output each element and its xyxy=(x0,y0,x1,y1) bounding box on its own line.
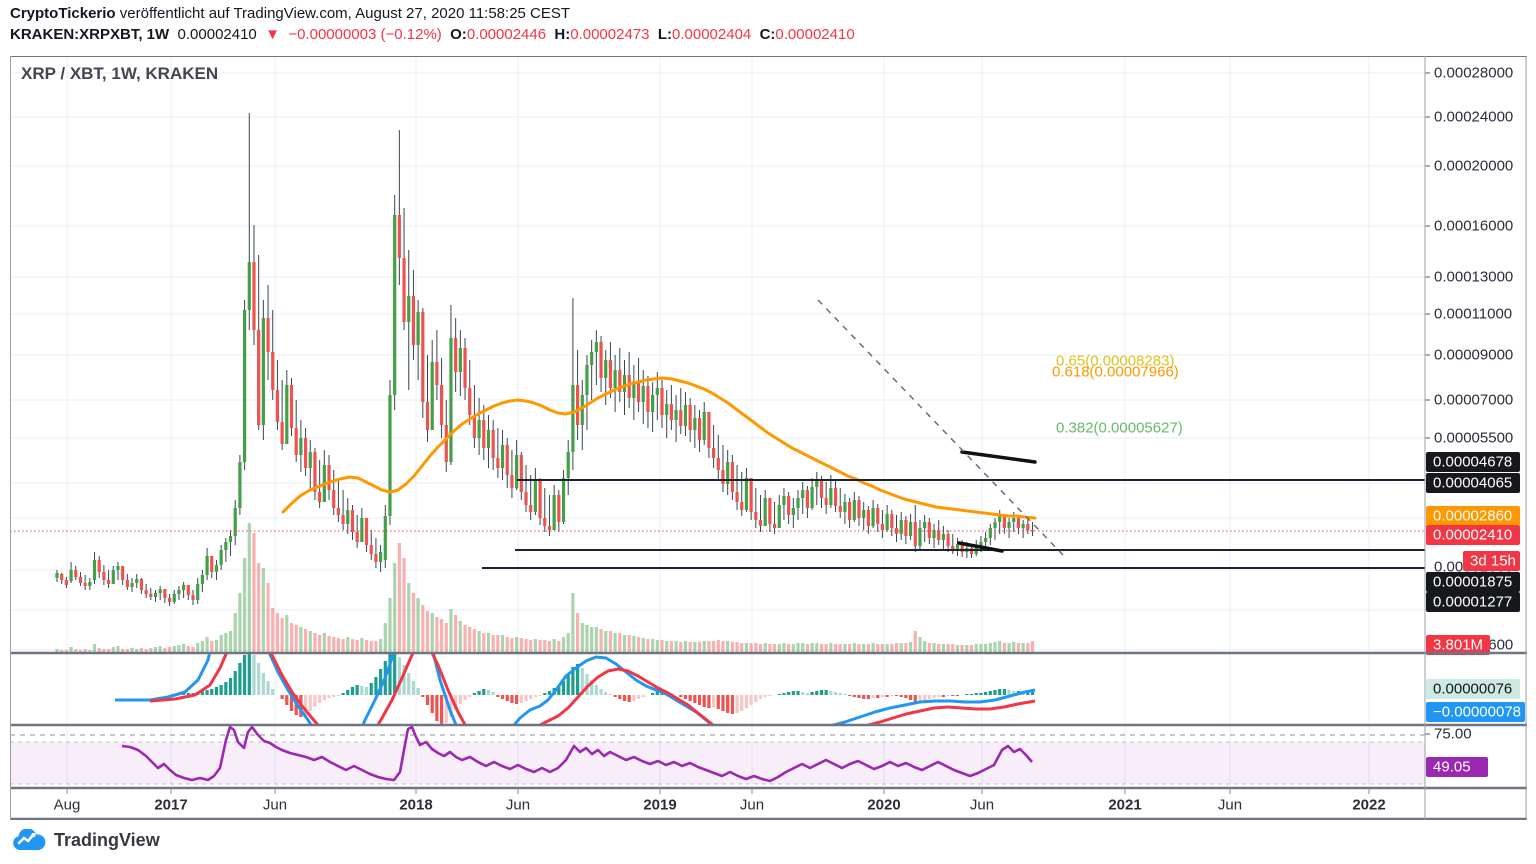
svg-text:0.382(0.00005627): 0.382(0.00005627) xyxy=(1056,420,1183,437)
rsi-pane xyxy=(10,726,1425,785)
price-tick-label: 0.00013000 xyxy=(1434,269,1513,286)
chart-area[interactable]: XRP / XBT, 1W, KRAKEN 0.65(0.00008283) 0.… xyxy=(10,56,1527,821)
chart-legend[interactable]: XRP / XBT, 1W, KRAKEN xyxy=(21,64,219,83)
time-tick-label: Jun xyxy=(263,797,287,814)
price-tick-label: 0.00005500 xyxy=(1434,430,1513,447)
ma-line xyxy=(281,376,1037,520)
svg-text:−0.00000078: −0.00000078 xyxy=(1433,704,1521,721)
trendline-price-label: 0.00004678 xyxy=(1426,452,1520,472)
support-price-label: 0.00001875 xyxy=(1426,572,1520,592)
svg-text:0.65(0.00008283): 0.65(0.00008283) xyxy=(1056,353,1174,370)
volume-bars xyxy=(55,523,1035,653)
volume-value-label: 3.801M xyxy=(1426,635,1490,655)
svg-text:0.00000076: 0.00000076 xyxy=(1433,681,1512,698)
time-tick-label: Jun xyxy=(1218,797,1242,814)
drawings xyxy=(10,299,1425,569)
time-tick-label: 2022 xyxy=(1352,797,1385,814)
tradingview-logo[interactable]: TradingView xyxy=(12,829,160,851)
price-tick-label: 0.00007000 xyxy=(1434,392,1513,409)
time-axis[interactable]: Aug 2017 Jun 2018 Jun 2019 Jun 2020 Jun 2021 Jun 20… xyxy=(54,788,1386,814)
svg-text:0.00002860: 0.00002860 xyxy=(1433,508,1512,525)
svg-text:3d 15h: 3d 15h xyxy=(1470,553,1516,570)
svg-text:3.801M: 3.801M xyxy=(1433,637,1483,654)
price-chart-canvas[interactable]: 0.65(0.00008283)0.618(0.00007966) 0.382(0… xyxy=(10,56,1527,821)
close-value: 0.00002410 xyxy=(775,26,855,43)
time-tick-label: 2018 xyxy=(399,797,432,814)
time-tick-label: 2021 xyxy=(1108,797,1141,814)
ticker-status-line: KRAKEN:XRPXBT, 1W 0.00002410 ▼ −0.000000… xyxy=(10,26,855,43)
close-label: C: xyxy=(759,26,776,43)
price-tick-label: 0.00011000 xyxy=(1434,306,1512,323)
time-tick-label: Jun xyxy=(506,797,530,814)
ma-value-label: 0.00002860 xyxy=(1426,506,1520,526)
grid-lines xyxy=(10,56,1425,788)
svg-text:49.05: 49.05 xyxy=(1433,759,1471,776)
price-tick-label: 0.00009000 xyxy=(1434,347,1513,364)
pane-borders xyxy=(10,56,1527,821)
fib-retracement-labels: 0.65(0.00008283)0.618(0.00007966) 0.382(0… xyxy=(1052,353,1183,437)
hline-price-label: 0.00004065 xyxy=(1426,473,1520,493)
time-tick-label: 2019 xyxy=(643,797,676,814)
open-value: 0.00002446 xyxy=(466,26,547,43)
open-label: O: xyxy=(450,26,467,43)
symbol-interval: KRAKEN:XRPXBT, 1W xyxy=(10,26,170,43)
svg-text:0.00001277: 0.00001277 xyxy=(1433,594,1512,611)
time-tick-label: Jun xyxy=(740,797,764,814)
down-arrow-icon: ▼ xyxy=(265,26,280,43)
last-price-label: 0.00002410 xyxy=(1426,525,1520,545)
svg-text:0.00002410: 0.00002410 xyxy=(1433,527,1512,544)
publish-info: veröffentlicht auf TradingView.com, Augu… xyxy=(115,5,571,22)
macd-value-label: 0.00000076 xyxy=(1426,679,1520,699)
high-label: H: xyxy=(554,26,571,43)
attribution-line: CryptoTickerio veröffentlicht auf Tradin… xyxy=(10,5,570,22)
candlesticks xyxy=(55,113,1035,606)
price-change: −0.00000003 (−0.12%) xyxy=(288,26,442,43)
time-tick-label: 2017 xyxy=(154,797,187,814)
low-label: L: xyxy=(657,26,672,43)
svg-text:0.00001875: 0.00001875 xyxy=(1433,574,1512,591)
price-tick-label: 0.00028000 xyxy=(1434,65,1513,82)
macd-pane xyxy=(115,654,1036,724)
low-value: 0.00002404 xyxy=(672,26,752,43)
tradingview-cloud-icon xyxy=(13,829,46,850)
svg-text:0.618(0.00007966): 0.618(0.00007966) xyxy=(1052,364,1179,381)
tradingview-logo-text: TradingView xyxy=(54,829,160,850)
bar-countdown-label: 3d 15h xyxy=(1463,551,1520,571)
price-tick-label: 0.00020000 xyxy=(1434,158,1513,175)
support-price-label-2: 0.00001277 xyxy=(1426,592,1520,612)
rsi-level-label: 75.00 xyxy=(1434,726,1472,743)
rsi-value-label: 49.05 xyxy=(1426,757,1488,777)
time-tick-label: 2020 xyxy=(867,797,900,814)
macd-signal-label: −0.00000078 xyxy=(1426,702,1525,722)
price-tick-label: 0.00016000 xyxy=(1434,218,1513,235)
time-tick-label: Jun xyxy=(970,797,994,814)
price-axis[interactable]: 0.00028000 0.00024000 0.00020000 0.00016000… xyxy=(1425,56,1527,820)
time-tick-label: Aug xyxy=(54,797,81,814)
author-name: CryptoTickerio xyxy=(10,5,116,22)
last-price: 0.00002410 xyxy=(177,26,257,43)
high-value: 0.00002473 xyxy=(570,26,650,43)
svg-text:0.00004678: 0.00004678 xyxy=(1433,454,1512,471)
price-tick-label: 0.00024000 xyxy=(1434,109,1513,126)
svg-text:0.00004065: 0.00004065 xyxy=(1433,475,1512,492)
